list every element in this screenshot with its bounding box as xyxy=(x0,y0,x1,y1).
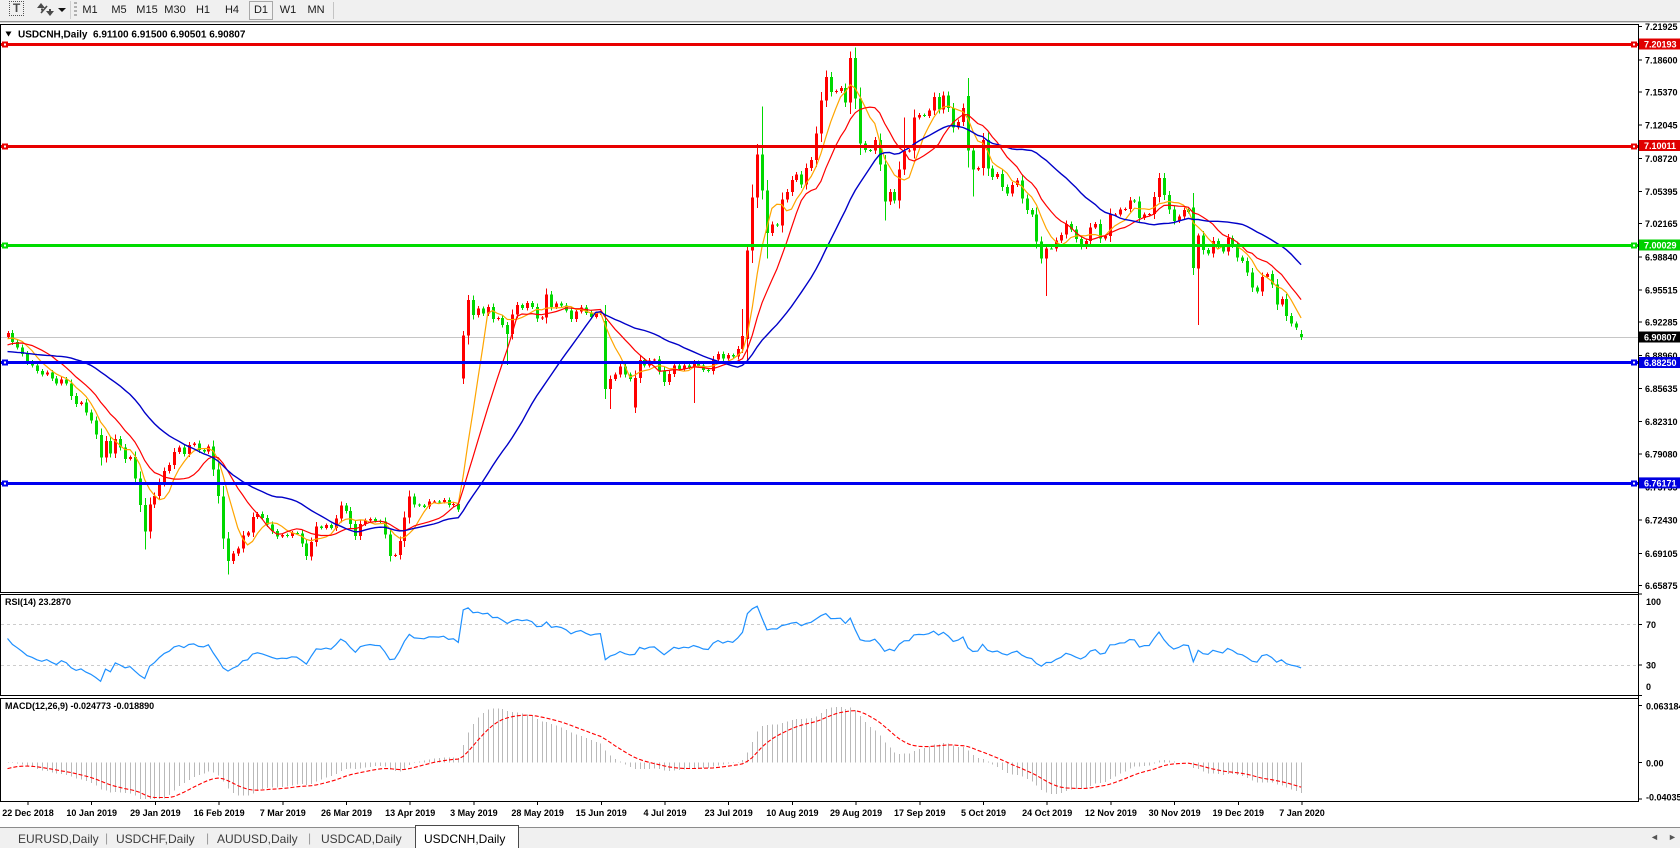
svg-text:7.12045: 7.12045 xyxy=(1645,121,1678,131)
svg-text:29 Jan 2019: 29 Jan 2019 xyxy=(130,808,181,818)
svg-text:6.79080: 6.79080 xyxy=(1645,449,1678,459)
svg-text:7.18600: 7.18600 xyxy=(1645,55,1678,65)
svg-text:30: 30 xyxy=(1646,661,1656,671)
svg-text:6.92285: 6.92285 xyxy=(1645,318,1678,328)
svg-text:6.90807: 6.90807 xyxy=(1644,333,1677,343)
svg-text:7.08720: 7.08720 xyxy=(1645,154,1678,164)
svg-text:4 Jul 2019: 4 Jul 2019 xyxy=(643,808,686,818)
svg-text:6.69105: 6.69105 xyxy=(1645,549,1678,559)
svg-text:0.063184: 0.063184 xyxy=(1646,702,1680,712)
svg-text:6.65875: 6.65875 xyxy=(1645,581,1678,591)
svg-text:6.88250: 6.88250 xyxy=(1644,358,1677,368)
svg-text:12 Nov 2019: 12 Nov 2019 xyxy=(1085,808,1137,818)
svg-text:100: 100 xyxy=(1646,597,1661,607)
svg-text:7.05395: 7.05395 xyxy=(1645,187,1678,197)
svg-text:7.20193: 7.20193 xyxy=(1644,40,1677,50)
svg-text:7.10011: 7.10011 xyxy=(1644,141,1676,151)
svg-text:7.21925: 7.21925 xyxy=(1645,22,1678,32)
svg-text:USDCNH,Daily 6.91100 6.91500: USDCNH,Daily 6.91100 6.91500 6.90501 6.9… xyxy=(18,30,246,41)
svg-text:22 Dec 2018: 22 Dec 2018 xyxy=(2,808,54,818)
svg-text:6.85635: 6.85635 xyxy=(1645,384,1678,394)
svg-text:16 Feb 2019: 16 Feb 2019 xyxy=(194,808,245,818)
svg-text:13 Apr 2019: 13 Apr 2019 xyxy=(385,808,435,818)
svg-text:24 Oct 2019: 24 Oct 2019 xyxy=(1022,808,1072,818)
svg-text:-0.040355: -0.040355 xyxy=(1646,793,1680,803)
svg-text:15 Jun 2019: 15 Jun 2019 xyxy=(576,808,627,818)
svg-text:19 Dec 2019: 19 Dec 2019 xyxy=(1213,808,1265,818)
svg-text:30 Nov 2019: 30 Nov 2019 xyxy=(1149,808,1201,818)
svg-text:10 Aug 2019: 10 Aug 2019 xyxy=(766,808,818,818)
svg-text:10 Jan 2019: 10 Jan 2019 xyxy=(66,808,117,818)
svg-text:MACD(12,26,9) -0.024773 -0.018: MACD(12,26,9) -0.024773 -0.018890 xyxy=(5,701,154,711)
svg-text:6.98840: 6.98840 xyxy=(1645,252,1678,262)
svg-text:6.82310: 6.82310 xyxy=(1645,417,1678,427)
svg-text:6.72430: 6.72430 xyxy=(1645,516,1678,526)
svg-text:28 May 2019: 28 May 2019 xyxy=(511,808,564,818)
svg-text:26 Mar 2019: 26 Mar 2019 xyxy=(321,808,372,818)
svg-text:29 Aug 2019: 29 Aug 2019 xyxy=(830,808,882,818)
svg-text:7.15370: 7.15370 xyxy=(1645,88,1678,98)
svg-text:0.00: 0.00 xyxy=(1646,759,1664,769)
svg-text:6.76171: 6.76171 xyxy=(1644,478,1677,488)
svg-text:23 Jul 2019: 23 Jul 2019 xyxy=(705,808,753,818)
svg-text:6.88960: 6.88960 xyxy=(1645,351,1678,361)
svg-text:7 Mar 2019: 7 Mar 2019 xyxy=(260,808,306,818)
svg-text:0: 0 xyxy=(1646,682,1651,692)
svg-text:17 Sep 2019: 17 Sep 2019 xyxy=(894,808,946,818)
svg-text:6.95515: 6.95515 xyxy=(1645,286,1678,296)
svg-text:70: 70 xyxy=(1646,620,1656,630)
svg-text:5 Oct 2019: 5 Oct 2019 xyxy=(961,808,1006,818)
svg-text:7.00029: 7.00029 xyxy=(1644,241,1677,251)
svg-text:3 May 2019: 3 May 2019 xyxy=(450,808,498,818)
svg-text:7.02165: 7.02165 xyxy=(1645,219,1678,229)
svg-text:7 Jan 2020: 7 Jan 2020 xyxy=(1279,808,1325,818)
svg-text:RSI(14) 23.2870: RSI(14) 23.2870 xyxy=(5,597,71,607)
